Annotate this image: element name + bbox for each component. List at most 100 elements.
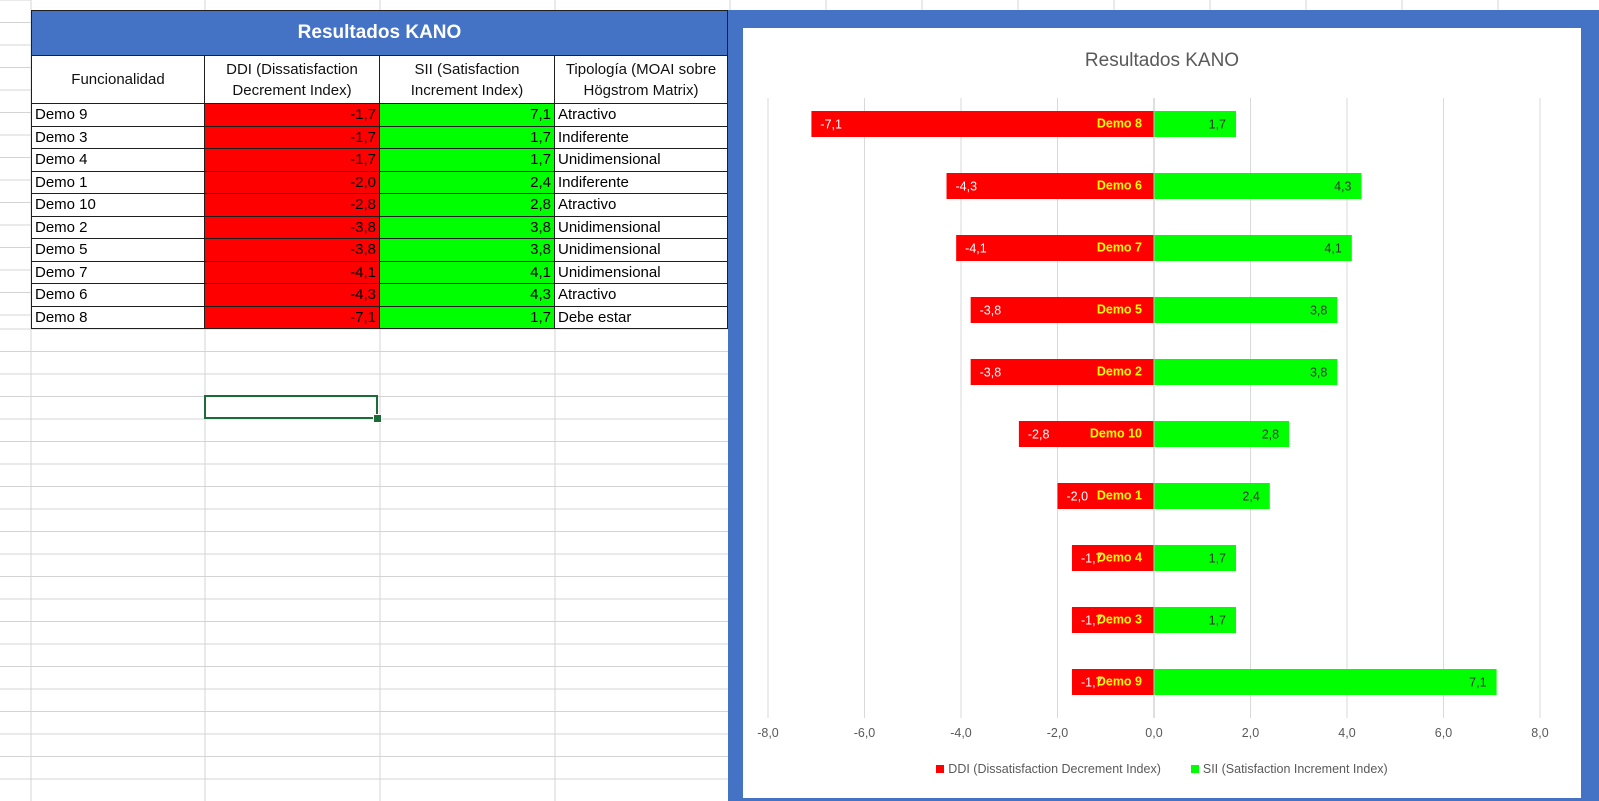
cell-sii[interactable]: 2,4 (380, 171, 555, 194)
sii-bar (1154, 421, 1290, 447)
sii-data-label: 3,8 (1310, 304, 1327, 318)
ddi-data-label: -2,0 (1067, 490, 1089, 504)
table-row: Demo 9 -1,7 7,1 Atractivo (31, 104, 728, 127)
category-label: Demo 8 (1097, 117, 1142, 131)
cell-ddi[interactable]: -1,7 (205, 104, 380, 127)
ddi-data-label: -3,8 (980, 366, 1002, 380)
sii-data-label: 1,7 (1209, 552, 1226, 566)
table-row: Demo 7 -4,1 4,1 Unidimensional (31, 261, 728, 284)
x-tick-label: -8,0 (757, 726, 779, 740)
category-label: Demo 5 (1097, 303, 1142, 317)
table-row: Demo 8 -7,1 1,7 Debe estar (31, 306, 728, 329)
cell-tipologia[interactable]: Debe estar (555, 306, 728, 329)
cell-funcionalidad[interactable]: Demo 5 (31, 239, 205, 262)
sii-bar (1154, 297, 1338, 323)
cell-sii[interactable]: 7,1 (380, 104, 555, 127)
x-tick-label: -2,0 (1047, 726, 1069, 740)
cell-ddi[interactable]: -4,3 (205, 284, 380, 307)
cell-ddi[interactable]: -1,7 (205, 126, 380, 149)
sii-data-label: 7,1 (1469, 676, 1486, 690)
header-funcionalidad[interactable]: Funcionalidad (31, 56, 205, 104)
x-tick-label: 2,0 (1242, 726, 1259, 740)
sii-bar (1154, 359, 1338, 385)
cell-sii[interactable]: 3,8 (380, 216, 555, 239)
cell-funcionalidad[interactable]: Demo 7 (31, 261, 205, 284)
x-tick-label: 0,0 (1145, 726, 1162, 740)
cell-tipologia[interactable]: Unidimensional (555, 239, 728, 262)
sii-data-label: 1,7 (1209, 118, 1226, 132)
legend-label-ddi: DDI (Dissatisfaction Decrement Index) (948, 762, 1161, 776)
cell-ddi[interactable]: -4,1 (205, 261, 380, 284)
cell-tipologia[interactable]: Unidimensional (555, 149, 728, 172)
cell-tipologia[interactable]: Unidimensional (555, 261, 728, 284)
fill-handle[interactable] (373, 414, 382, 423)
cell-ddi[interactable]: -3,8 (205, 239, 380, 262)
cell-sii[interactable]: 1,7 (380, 126, 555, 149)
chart-selection-frame[interactable]: Resultados KANO -8,0 -6,0 -4,0 -2,0 0,0 2,0 4,… (728, 10, 1599, 801)
cell-funcionalidad[interactable]: Demo 1 (31, 171, 205, 194)
ddi-data-label: -1,7 (1081, 614, 1103, 628)
ddi-bar (946, 173, 1154, 199)
ddi-bar (1071, 669, 1154, 695)
cell-funcionalidad[interactable]: Demo 3 (31, 126, 205, 149)
cell-funcionalidad[interactable]: Demo 10 (31, 194, 205, 217)
ddi-bar (970, 359, 1154, 385)
cell-funcionalidad[interactable]: Demo 4 (31, 149, 205, 172)
cell-tipologia[interactable]: Atractivo (555, 104, 728, 127)
ddi-bar (970, 297, 1154, 323)
active-cell-selection[interactable] (204, 395, 378, 419)
ddi-data-label: -3,8 (980, 304, 1002, 318)
category-label: Demo 6 (1097, 179, 1142, 193)
cell-tipologia[interactable]: Indiferente (555, 171, 728, 194)
cell-tipologia[interactable]: Atractivo (555, 284, 728, 307)
cell-sii[interactable]: 1,7 (380, 306, 555, 329)
ddi-bar (811, 111, 1154, 137)
ddi-bar (956, 235, 1154, 261)
header-sii[interactable]: SII (Satisfaction Increment Index) (380, 56, 555, 104)
cell-funcionalidad[interactable]: Demo 9 (31, 104, 205, 127)
legend-swatch-sii (1190, 765, 1199, 773)
cell-tipologia[interactable]: Atractivo (555, 194, 728, 217)
ddi-bar (1018, 421, 1154, 447)
cell-funcionalidad[interactable]: Demo 2 (31, 216, 205, 239)
sii-data-label: 2,4 (1242, 490, 1259, 504)
cell-ddi[interactable]: -2,0 (205, 171, 380, 194)
table-title[interactable]: Resultados KANO (31, 10, 728, 56)
chart-title[interactable]: Resultados KANO (1084, 50, 1240, 71)
cell-tipologia[interactable]: Unidimensional (555, 216, 728, 239)
kano-chart[interactable]: Resultados KANO -8,0 -6,0 -4,0 -2,0 0,0 2,0 4,… (743, 28, 1581, 798)
category-label: Demo 1 (1097, 489, 1142, 503)
cell-tipologia[interactable]: Indiferente (555, 126, 728, 149)
cell-ddi[interactable]: -2,8 (205, 194, 380, 217)
ddi-bar (1071, 545, 1154, 571)
header-tipologia[interactable]: Tipología (MOAI sobre Högstrom Matrix) (555, 56, 728, 104)
cell-sii[interactable]: 4,3 (380, 284, 555, 307)
ddi-data-label: -4,3 (956, 180, 978, 194)
x-tick-label: 6,0 (1435, 726, 1452, 740)
cell-funcionalidad[interactable]: Demo 8 (31, 306, 205, 329)
cell-ddi[interactable]: -1,7 (205, 149, 380, 172)
category-label: Demo 7 (1097, 241, 1142, 255)
x-tick-label: -6,0 (854, 726, 876, 740)
cell-funcionalidad[interactable]: Demo 6 (31, 284, 205, 307)
legend-item-sii[interactable]: SII (Satisfaction Increment Index) (1190, 762, 1388, 776)
cell-ddi[interactable]: -3,8 (205, 216, 380, 239)
cell-sii[interactable]: 2,8 (380, 194, 555, 217)
legend-item-ddi[interactable]: DDI (Dissatisfaction Decrement Index) (936, 762, 1161, 776)
cell-sii[interactable]: 3,8 (380, 239, 555, 262)
chart-legend[interactable]: DDI (Dissatisfaction Decrement Index) SI… (743, 762, 1581, 776)
ddi-data-label: -1,7 (1081, 676, 1103, 690)
x-tick-label: 4,0 (1338, 726, 1355, 740)
chart-plot-area[interactable]: -8,0 -6,0 -4,0 -2,0 0,0 2,0 4,0 6,0 8,0 -7,1 1,7 De… (743, 28, 1581, 798)
cell-ddi[interactable]: -7,1 (205, 306, 380, 329)
sii-bar (1154, 545, 1237, 571)
cell-sii[interactable]: 4,1 (380, 261, 555, 284)
sii-bar (1154, 235, 1352, 261)
cell-sii[interactable]: 1,7 (380, 149, 555, 172)
sii-bar (1154, 173, 1362, 199)
sii-data-label: 1,7 (1209, 614, 1226, 628)
sii-bar (1154, 607, 1237, 633)
header-ddi[interactable]: DDI (Dissatisfaction Decrement Index) (205, 56, 380, 104)
category-label: Demo 4 (1097, 551, 1142, 565)
category-label: Demo 2 (1097, 365, 1142, 379)
